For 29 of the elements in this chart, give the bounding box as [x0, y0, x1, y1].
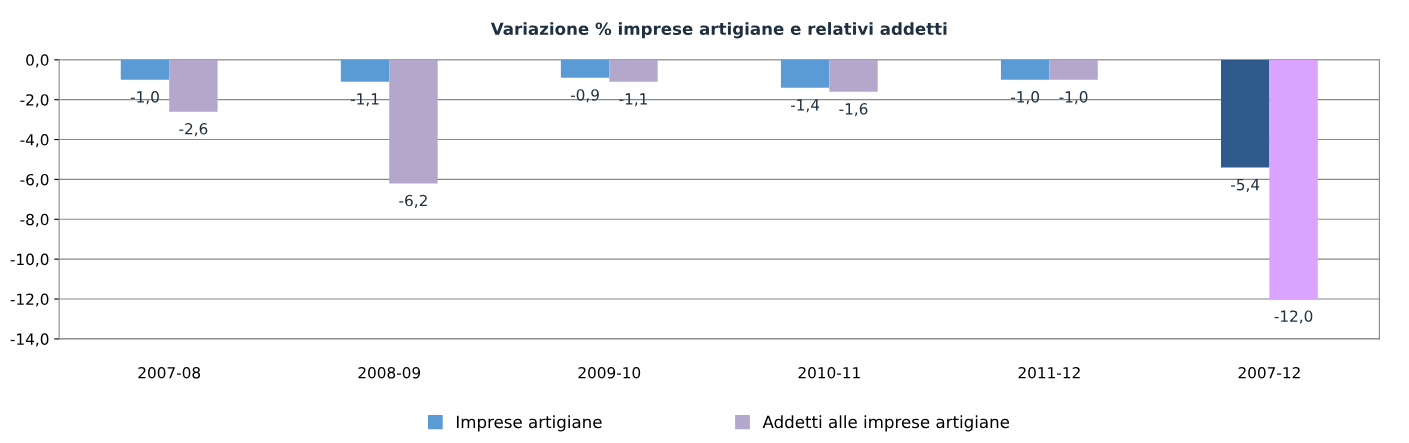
data-label: -1,0	[1010, 91, 1040, 105]
y-tick-label: -2,0	[20, 94, 49, 108]
data-label: -1,1	[619, 93, 647, 107]
y-tick-label: -4,0	[20, 134, 49, 148]
data-label: -6,2	[399, 194, 427, 208]
x-tick-label: 2008-09	[358, 366, 421, 379]
x-tick-label: 2007-08	[138, 366, 201, 379]
data-label: -1,6	[839, 103, 868, 117]
y-tick-label: -10,0	[10, 253, 49, 267]
y-tick-label: -6,0	[20, 173, 49, 187]
data-label: -2,6	[179, 123, 208, 137]
x-tick-label: 2010-11	[798, 366, 860, 379]
y-tick-label: -14,0	[10, 333, 49, 347]
y-tick-label: 0,0	[26, 54, 49, 68]
data-label: -0,9	[570, 89, 599, 103]
y-tick-label: -12,0	[10, 293, 49, 307]
data-label: -12,0	[1274, 310, 1313, 324]
data-label: -1,0	[130, 91, 159, 105]
data-label: -1,0	[1059, 91, 1088, 105]
x-tick-label: 2009-10	[578, 366, 641, 379]
x-tick-label: 2007-12	[1238, 366, 1300, 379]
y-tick-label: -8,0	[20, 213, 49, 227]
data-label: -5,4	[1231, 179, 1260, 192]
legend-label: Imprese artigiane	[456, 415, 602, 432]
data-label: -1,1	[350, 93, 379, 107]
x-tick-label: 2011-12	[1018, 366, 1080, 379]
chart-title: Variazione % imprese artigiane e relativi addetti	[490, 22, 947, 39]
legend-label: Addetti alle imprese artigiane	[762, 415, 1010, 432]
data-label: -1,4	[790, 99, 820, 113]
